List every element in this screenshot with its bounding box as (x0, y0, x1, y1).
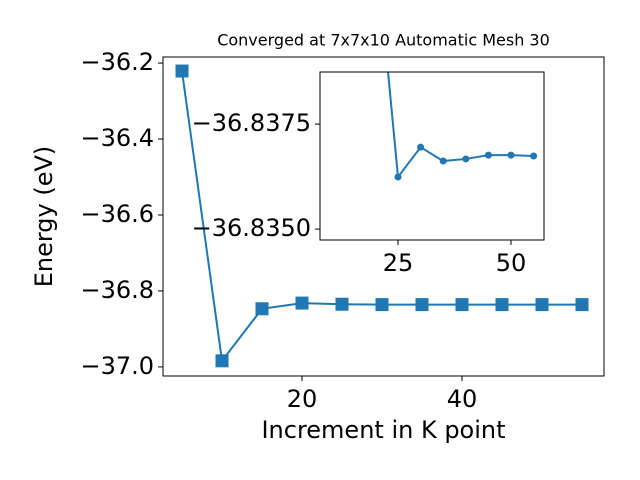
marker (417, 143, 425, 151)
x-tick-label: 50 (496, 249, 527, 277)
marker (455, 298, 469, 312)
chart-title: Converged at 7x7x10 Automatic Mesh 30 (217, 31, 550, 50)
series-line (387, 72, 534, 180)
marker (255, 302, 269, 316)
y-tick-label: −36.8 (80, 276, 154, 304)
marker (484, 151, 492, 159)
marker (295, 296, 309, 310)
y-tick-label: −36.8375 (192, 109, 311, 137)
plot-frame (319, 71, 545, 241)
marker (175, 64, 189, 78)
marker (415, 298, 429, 312)
marker (394, 173, 402, 181)
marker (439, 157, 447, 165)
marker (530, 152, 538, 160)
marker (495, 298, 509, 312)
y-axis-label: Energy (eV) (30, 146, 58, 288)
marker (507, 151, 515, 159)
plot-clip (387, 72, 538, 181)
plot-frame (162, 56, 605, 377)
x-axis-label: Increment in K point (261, 416, 505, 444)
x-tick-label: 40 (447, 385, 478, 413)
y-tick-label: −36.4 (80, 124, 154, 152)
plot-clip (175, 64, 589, 368)
marker (375, 298, 389, 312)
y-tick-label: −36.6 (80, 200, 154, 228)
marker (462, 155, 470, 163)
marker (335, 297, 349, 311)
y-tick-label: −36.2 (80, 48, 154, 76)
x-tick-label: 20 (287, 385, 318, 413)
marker (535, 298, 549, 312)
marker (215, 354, 229, 368)
y-tick-label: −37.0 (80, 352, 154, 380)
y-tick-label: −36.8350 (192, 214, 311, 242)
x-tick-label: 25 (383, 249, 414, 277)
marker (575, 298, 589, 312)
